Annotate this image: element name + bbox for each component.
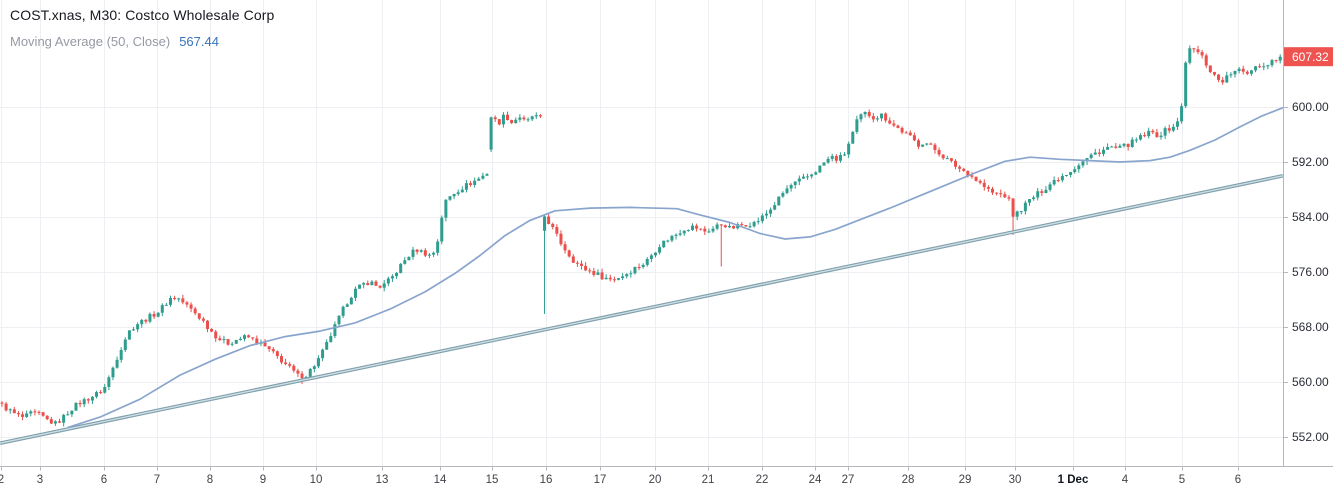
- x-axis-label: 6: [101, 474, 107, 486]
- last-price-badge: 607.32: [1284, 47, 1333, 67]
- ma-line[interactable]: [67, 106, 1284, 429]
- y-axis-label: 600.00: [1292, 100, 1329, 114]
- y-axis-label: 576.00: [1292, 265, 1329, 279]
- x-axis-label: 15: [486, 474, 499, 486]
- x-axis-label: 24: [809, 474, 822, 486]
- x-axis-label: 29: [959, 474, 972, 486]
- x-axis-label: 22: [756, 474, 769, 486]
- x-axis-label: 5: [1179, 474, 1185, 486]
- x-axis-label: 8: [207, 474, 213, 486]
- candles-layer: [0, 45, 1282, 427]
- x-axis-label: 27: [842, 474, 855, 486]
- last-price-label: 607.32: [1292, 50, 1329, 64]
- x-axis-label: 30: [1009, 474, 1022, 486]
- axes-frame: [0, 0, 1333, 467]
- x-axis-label: 13: [376, 474, 389, 486]
- x-axis-label: 17: [594, 474, 607, 486]
- x-axis-label: 1 Dec: [1058, 474, 1089, 486]
- y-axis-label: 560.00: [1292, 375, 1329, 389]
- x-axis-label: 7: [154, 474, 160, 486]
- x-axis-label: 28: [902, 474, 915, 486]
- x-axis-label: 16: [540, 474, 553, 486]
- trend-line[interactable]: [0, 173, 1284, 445]
- time-axis[interactable]: 2 3 6 7 8 9 10 13 14 15 16 17 20 21 22 24 27 28 29 30 1 Dec 4…: [0, 466, 1241, 486]
- price-axis[interactable]: 600.00 592.00 584.00 576.00 568.00 560.00 552.…: [1283, 100, 1329, 444]
- x-axis-label: 9: [260, 474, 266, 486]
- x-axis-label: 14: [434, 474, 447, 486]
- y-axis-label: 552.00: [1292, 430, 1329, 444]
- x-axis-label: 3: [37, 474, 43, 486]
- x-axis-label: 10: [310, 474, 323, 486]
- y-axis-label: 592.00: [1292, 155, 1329, 169]
- y-axis-label: 568.00: [1292, 320, 1329, 334]
- x-axis-label: 21: [702, 474, 715, 486]
- x-axis-label: 2: [0, 474, 4, 486]
- y-axis-label: 584.00: [1292, 210, 1329, 224]
- x-axis-label: 4: [1122, 474, 1129, 486]
- x-axis-label: 6: [1235, 474, 1241, 486]
- grid-layer: [0, 0, 1283, 466]
- x-axis-label: 20: [649, 474, 662, 486]
